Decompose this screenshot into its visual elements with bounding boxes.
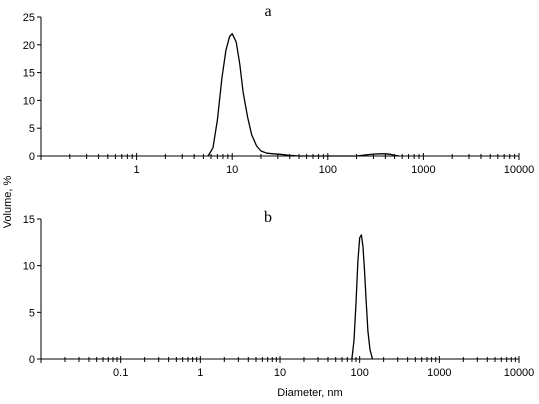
panel-b: 0 5 10 15 0.1 1 10 100 1000 10000 b — [23, 209, 535, 379]
y-tick-label: 20 — [23, 40, 35, 52]
panel-a: 0 5 10 15 20 25 1 10 100 1000 10000 a — [23, 3, 535, 176]
y-tick-label: 25 — [23, 12, 35, 24]
x-tick-label: 10 — [274, 367, 286, 379]
y-axis-title: Volume, % — [2, 175, 14, 228]
y-tick-label: 10 — [23, 95, 35, 107]
x-tick-label: 0.1 — [113, 367, 128, 379]
y-tick-label: 0 — [29, 151, 35, 163]
x-tick-label: 100 — [350, 367, 368, 379]
x-tick-label: 10000 — [504, 367, 535, 379]
panel-label: a — [264, 3, 271, 20]
y-tick-label: 10 — [23, 261, 35, 273]
y-tick-label: 5 — [29, 307, 35, 319]
y-tick-label: 5 — [29, 123, 35, 135]
x-tick-label: 1 — [134, 164, 140, 176]
x-tick-label: 1 — [197, 367, 203, 379]
series-line — [207, 33, 400, 157]
y-tick-label: 0 — [29, 354, 35, 366]
x-tick-label: 1000 — [427, 367, 451, 379]
y-tick-label: 15 — [23, 214, 35, 226]
y-tick-label: 15 — [23, 68, 35, 80]
x-axis-title: Diameter, nm — [277, 387, 342, 399]
x-tick-label: 10000 — [504, 164, 535, 176]
series-line — [351, 234, 374, 360]
x-tick-label: 10 — [226, 164, 238, 176]
x-tick-label: 1000 — [411, 164, 435, 176]
x-tick-label: 100 — [319, 164, 337, 176]
panel-label: b — [264, 209, 272, 226]
